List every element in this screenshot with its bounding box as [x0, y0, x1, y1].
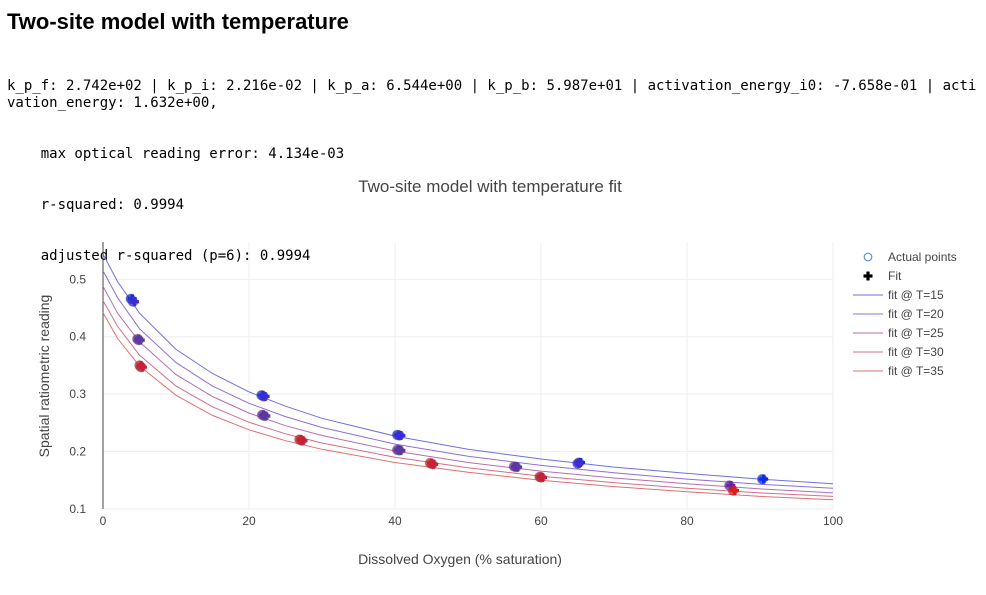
x-tick-label: 40	[388, 514, 402, 528]
stat-adjusted-r-squared-text: adjusted r-squared (p=6): 0.9994	[40, 248, 311, 264]
fit-point	[137, 362, 147, 372]
chart-title: Two-site model with temperature fit	[358, 177, 622, 196]
fit-point	[429, 459, 439, 469]
stat-r-squared: r-squared: 0.9994	[7, 197, 979, 214]
fit-point	[298, 436, 308, 446]
legend-label: Fit	[888, 269, 902, 283]
stat-r-squared-text: r-squared: 0.9994	[40, 197, 185, 213]
fit-point	[260, 391, 270, 401]
legend-label: fit @ T=30	[888, 345, 944, 359]
legend-label: Actual points	[888, 250, 957, 264]
fit-line-3	[102, 285, 834, 494]
fit-line-1	[102, 253, 834, 485]
legend-marker-actual	[863, 252, 873, 262]
fit-point	[261, 411, 271, 421]
fit-point	[726, 480, 736, 490]
x-tick-label: 100	[823, 514, 843, 528]
x-tick-label: 60	[534, 514, 548, 528]
y-tick-label: 0.1	[69, 502, 86, 516]
legend-marker-fit	[863, 271, 873, 281]
y-tick-label: 0.3	[69, 387, 86, 401]
fit-line-5	[102, 312, 834, 501]
legend-label: fit @ T=15	[888, 288, 944, 302]
stat-adjusted-r-squared: adjusted r-squared (p=6): 0.9994	[7, 248, 979, 265]
y-tick-label: 0.5	[69, 272, 86, 286]
fit-point	[759, 474, 769, 484]
fit-point	[396, 445, 406, 455]
fit-line-2	[102, 270, 834, 489]
legend-label: fit @ T=35	[888, 364, 944, 378]
legend-label: fit @ T=25	[888, 326, 944, 340]
x-axis-title: Dissolved Oxygen (% saturation)	[358, 551, 562, 567]
fit-point	[513, 462, 523, 472]
y-axis-title: Spatial ratiometric reading	[36, 295, 52, 458]
fit-point	[129, 297, 139, 307]
y-tick-label: 0.4	[69, 330, 86, 344]
fit-line-4	[102, 300, 834, 497]
stat-max-error-text: max optical reading error: 4.134e-03	[40, 146, 345, 162]
x-tick-label: 20	[242, 514, 256, 528]
parameters-line: k_p_f: 2.742e+02 | k_p_i: 2.216e-02 | k_…	[7, 78, 977, 111]
fit-point	[135, 335, 145, 345]
fit-point	[396, 431, 406, 441]
y-tick-label: 0.2	[69, 445, 86, 459]
stat-max-error: max optical reading error: 4.134e-03	[7, 146, 979, 163]
x-tick-label: 80	[680, 514, 694, 528]
x-tick-label: 0	[100, 514, 107, 528]
fit-point	[538, 472, 548, 482]
fit-point	[729, 486, 739, 496]
fit-parameters: k_p_f: 2.742e+02 | k_p_i: 2.216e-02 | k_…	[7, 44, 979, 282]
fit-point	[574, 459, 584, 469]
page-title: Two-site model with temperature	[7, 9, 349, 34]
legend-label: fit @ T=20	[888, 307, 944, 321]
